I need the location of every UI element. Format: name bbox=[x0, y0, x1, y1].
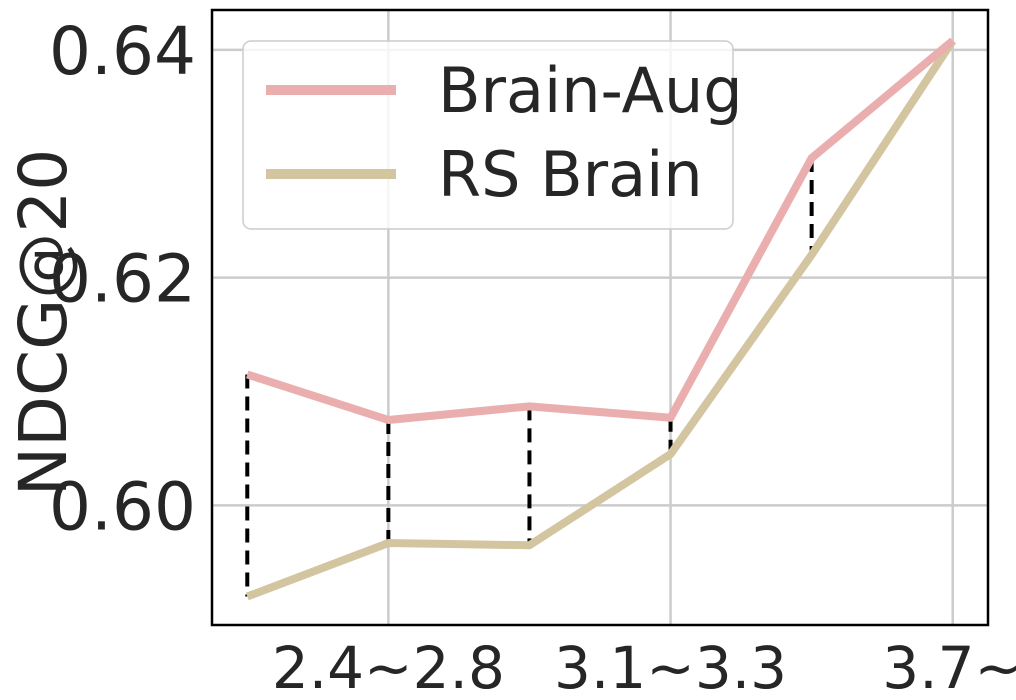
series-line-rs-brain bbox=[245, 38, 957, 601]
y-axis-label: NDCG@20 bbox=[5, 149, 82, 496]
y-tick-label: 0.64 bbox=[49, 13, 196, 90]
plot-frame bbox=[210, 8, 990, 627]
legend-label-brain-aug: Brain-Aug bbox=[438, 54, 743, 127]
tick-label-layer: 0.60 0.62 0.64 2.4~2.8 3.1~3.3 3.7~ bbox=[49, 13, 1016, 700]
x-tick-label: 2.4~2.8 bbox=[272, 634, 505, 700]
y-tick-label: 0.62 bbox=[49, 241, 196, 318]
legend-label-rs-brain: RS Brain bbox=[438, 138, 703, 211]
y-tick-label: 0.60 bbox=[49, 468, 196, 545]
series-layer bbox=[245, 37, 957, 601]
series-line-brain-aug bbox=[246, 37, 956, 424]
x-tick-label: 3.1~3.3 bbox=[554, 634, 787, 700]
legend: Brain-Aug RS Brain bbox=[242, 40, 743, 230]
x-tick-label: 3.7~ bbox=[882, 634, 1016, 700]
